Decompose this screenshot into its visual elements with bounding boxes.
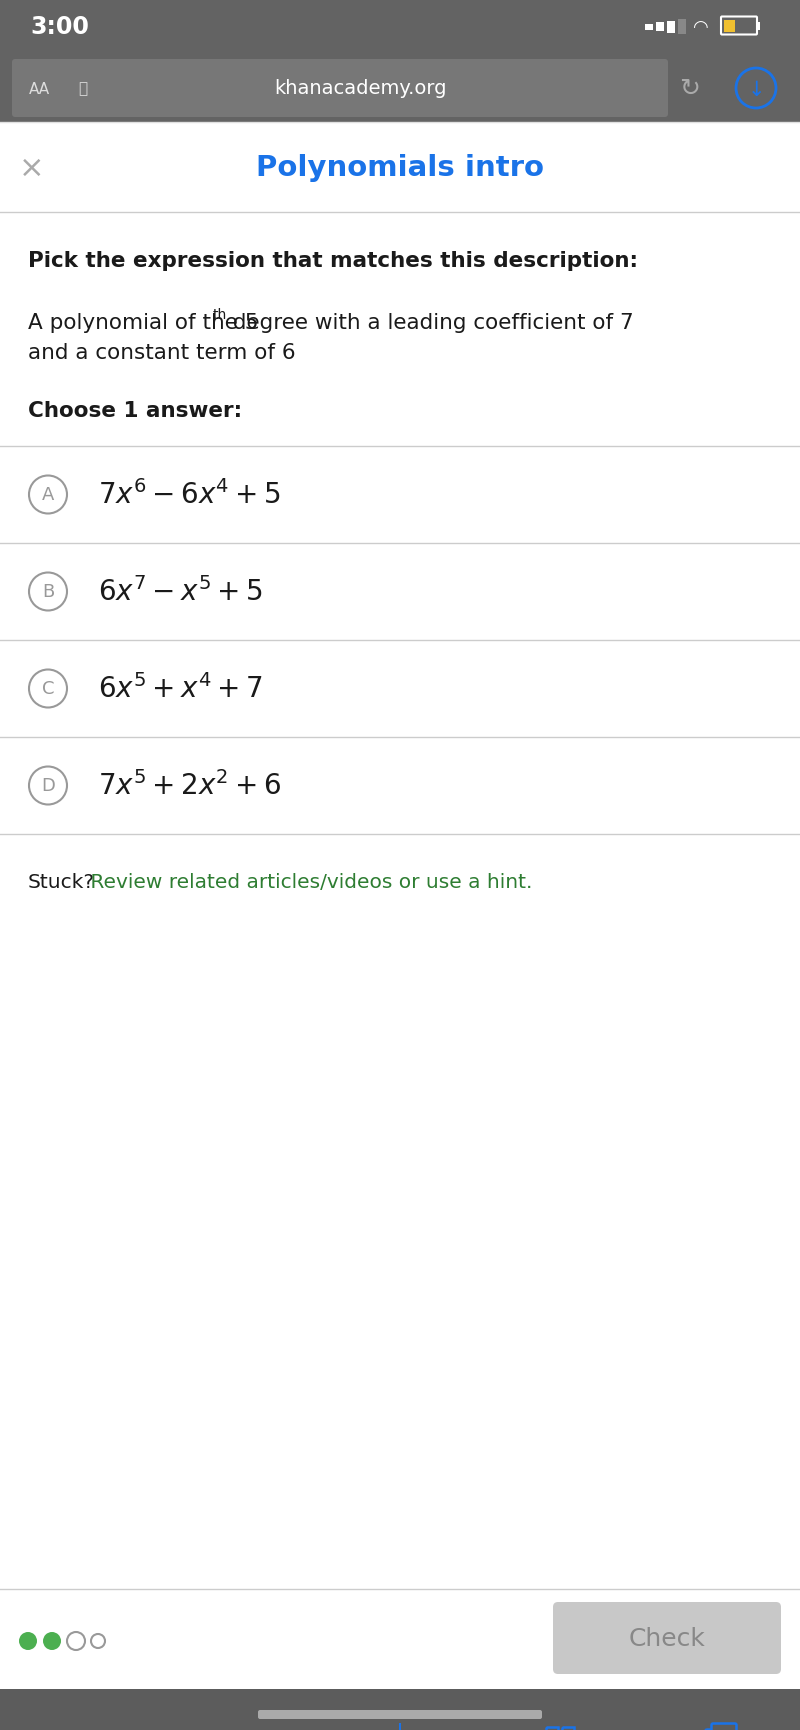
Text: ↻: ↻ bbox=[679, 76, 701, 100]
FancyBboxPatch shape bbox=[258, 1709, 542, 1720]
Bar bbox=[0, 1688, 800, 1730]
Text: degree with a leading coefficient of 7: degree with a leading coefficient of 7 bbox=[226, 313, 634, 332]
Text: D: D bbox=[41, 777, 55, 796]
Text: $6x^7 - x^5 + 5$: $6x^7 - x^5 + 5$ bbox=[98, 578, 263, 607]
Text: $7x^5 + 2x^2 + 6$: $7x^5 + 2x^2 + 6$ bbox=[98, 772, 281, 801]
Bar bbox=[562, 1727, 574, 1730]
Circle shape bbox=[43, 1631, 61, 1650]
Bar bbox=[399, 1723, 401, 1730]
Text: Polynomials intro: Polynomials intro bbox=[256, 154, 544, 182]
FancyBboxPatch shape bbox=[553, 1602, 781, 1675]
Text: 🔒: 🔒 bbox=[78, 81, 87, 97]
Text: C: C bbox=[42, 680, 54, 699]
Text: <: < bbox=[67, 1727, 93, 1730]
Text: 3:00: 3:00 bbox=[30, 16, 89, 40]
Text: AA: AA bbox=[29, 81, 50, 97]
Bar bbox=[645, 24, 653, 31]
Text: th: th bbox=[213, 308, 227, 322]
Text: Stuck?: Stuck? bbox=[28, 874, 95, 893]
Text: $7x^6 - 6x^4 + 5$: $7x^6 - 6x^4 + 5$ bbox=[98, 481, 281, 510]
Bar bbox=[678, 21, 686, 35]
Text: Review related articles/videos or use a hint.: Review related articles/videos or use a … bbox=[84, 874, 532, 893]
Text: and a constant term of 6: and a constant term of 6 bbox=[28, 343, 296, 363]
Text: ↓: ↓ bbox=[747, 80, 765, 100]
Bar bbox=[0, 0, 800, 55]
Bar bbox=[0, 55, 800, 123]
FancyBboxPatch shape bbox=[711, 1723, 737, 1730]
Text: ◠: ◠ bbox=[692, 19, 708, 36]
Text: ×: × bbox=[19, 154, 45, 182]
Text: Check: Check bbox=[629, 1626, 706, 1650]
Bar bbox=[724, 21, 734, 33]
Text: $6x^5 + x^4 + 7$: $6x^5 + x^4 + 7$ bbox=[98, 675, 263, 704]
Circle shape bbox=[19, 1631, 37, 1650]
Bar bbox=[757, 22, 760, 31]
Text: Choose 1 answer:: Choose 1 answer: bbox=[28, 401, 242, 420]
FancyBboxPatch shape bbox=[12, 61, 668, 118]
Bar bbox=[546, 1727, 558, 1730]
Bar bbox=[667, 21, 675, 33]
Text: Pick the expression that matches this description:: Pick the expression that matches this de… bbox=[28, 251, 638, 272]
Text: khanacademy.org: khanacademy.org bbox=[274, 80, 446, 99]
Text: A: A bbox=[42, 486, 54, 503]
Text: >: > bbox=[187, 1727, 213, 1730]
Text: A polynomial of the 5: A polynomial of the 5 bbox=[28, 313, 258, 332]
Bar bbox=[656, 22, 664, 31]
Bar bbox=[0, 123, 800, 213]
Text: B: B bbox=[42, 583, 54, 600]
